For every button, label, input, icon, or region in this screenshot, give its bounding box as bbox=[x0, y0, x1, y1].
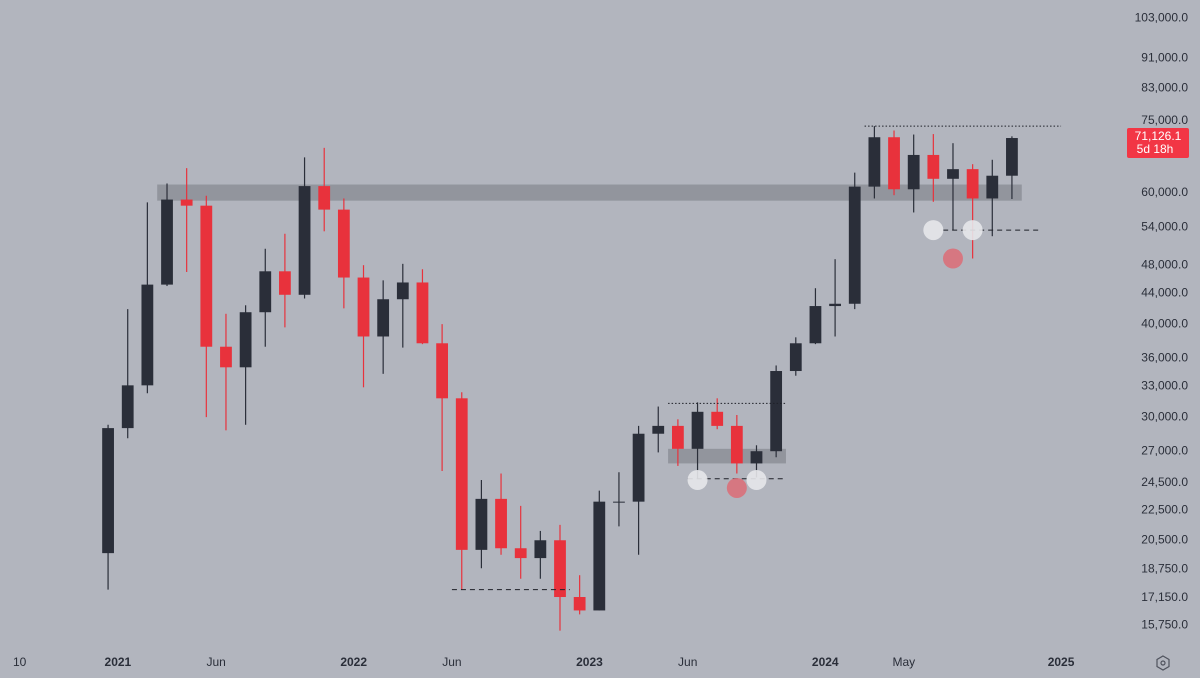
candle-body bbox=[357, 277, 370, 337]
candle-body bbox=[475, 498, 488, 550]
price-label: 71,126.1 bbox=[1135, 129, 1182, 143]
y-tick-label: 18,750.0 bbox=[1141, 561, 1188, 575]
candle-body bbox=[789, 343, 802, 372]
candle-body bbox=[770, 371, 783, 452]
candle-body bbox=[180, 199, 193, 206]
x-tick-label: Jun bbox=[442, 655, 461, 669]
candle-body bbox=[259, 271, 272, 313]
candle-body bbox=[1006, 138, 1018, 176]
candle-body bbox=[141, 284, 154, 386]
x-tick-label: 2024 bbox=[812, 655, 839, 669]
marker bbox=[746, 469, 767, 490]
y-tick-label: 20,500.0 bbox=[1141, 532, 1188, 546]
x-tick-label: 2023 bbox=[576, 655, 603, 669]
candle-body bbox=[377, 299, 390, 337]
x-tick-label: Jun bbox=[678, 655, 697, 669]
y-tick-label: 27,000.0 bbox=[1141, 443, 1188, 457]
x-tick-label: Jun bbox=[206, 655, 225, 669]
candle-body bbox=[416, 282, 429, 344]
marker bbox=[726, 477, 747, 498]
marker bbox=[942, 248, 963, 269]
candle-body bbox=[121, 385, 134, 429]
candle-body bbox=[534, 540, 547, 559]
candle-body bbox=[337, 209, 350, 278]
y-tick-label: 91,000.0 bbox=[1141, 51, 1188, 65]
y-tick-label: 17,150.0 bbox=[1141, 590, 1188, 604]
candle-body bbox=[554, 540, 566, 598]
zone bbox=[157, 184, 1022, 201]
candle-body bbox=[888, 137, 900, 190]
candle-body bbox=[613, 501, 625, 503]
zone bbox=[668, 448, 786, 464]
candle-body bbox=[573, 597, 586, 611]
candle-body bbox=[220, 346, 232, 368]
marker bbox=[687, 469, 708, 490]
candle-body bbox=[593, 501, 606, 611]
x-tick-label: 2025 bbox=[1048, 655, 1075, 669]
candle-body bbox=[396, 282, 409, 300]
candle-body bbox=[436, 343, 448, 399]
candle-body bbox=[829, 303, 841, 307]
y-tick-label: 44,000.0 bbox=[1141, 285, 1188, 299]
y-tick-label: 83,000.0 bbox=[1141, 80, 1188, 94]
candle-body bbox=[514, 548, 527, 559]
x-tick-label: 2022 bbox=[340, 655, 367, 669]
x-tick-label: 2021 bbox=[105, 655, 132, 669]
candle-body bbox=[161, 199, 173, 285]
candle-body bbox=[102, 428, 114, 554]
y-tick-label: 60,000.0 bbox=[1141, 185, 1188, 199]
candle-body bbox=[966, 169, 979, 199]
candle-body bbox=[672, 425, 684, 449]
y-tick-label: 36,000.0 bbox=[1141, 350, 1188, 364]
y-tick-label: 40,000.0 bbox=[1141, 316, 1188, 330]
candle-body bbox=[632, 433, 645, 502]
candle-body bbox=[495, 498, 507, 549]
candle-body bbox=[652, 425, 665, 434]
y-tick-label: 24,500.0 bbox=[1141, 475, 1188, 489]
candle-body bbox=[455, 398, 468, 550]
axes: 103,000.0 91,000.0 83,000.0 75,000.0 60,000.… bbox=[13, 10, 1189, 669]
candle-body bbox=[318, 186, 331, 210]
y-tick-label: 15,750.0 bbox=[1141, 618, 1188, 632]
candle-body bbox=[691, 411, 704, 449]
y-tick-label: 30,000.0 bbox=[1141, 409, 1188, 423]
candle-body bbox=[239, 312, 252, 368]
candle-body bbox=[868, 137, 881, 187]
candle-body bbox=[279, 271, 291, 295]
settings-icon[interactable] bbox=[1156, 655, 1170, 671]
y-tick-label: 22,500.0 bbox=[1141, 502, 1188, 516]
candle-body bbox=[730, 425, 743, 464]
y-tick-label: 48,000.0 bbox=[1141, 257, 1188, 271]
candle-body bbox=[809, 306, 822, 344]
candle-body bbox=[750, 451, 763, 464]
candles bbox=[102, 126, 1018, 631]
y-tick-label: 103,000.0 bbox=[1135, 10, 1189, 24]
y-tick-label: 54,000.0 bbox=[1141, 219, 1188, 233]
candle-body bbox=[986, 175, 999, 199]
candle-body bbox=[947, 169, 959, 179]
countdown-label: 5d 18h bbox=[1137, 142, 1174, 156]
x-tick-label: May bbox=[893, 655, 916, 669]
y-tick-label: 75,000.0 bbox=[1141, 113, 1188, 127]
x-tick-label: 10 bbox=[13, 655, 27, 669]
price-box bbox=[1127, 128, 1189, 159]
candle-body bbox=[200, 205, 213, 347]
marker bbox=[962, 220, 983, 241]
candle-body bbox=[711, 411, 724, 426]
candle-body bbox=[848, 186, 861, 304]
marker bbox=[923, 220, 944, 241]
y-tick-label: 33,000.0 bbox=[1141, 379, 1188, 393]
settings-icon-dot bbox=[1160, 660, 1166, 666]
candle-body bbox=[298, 186, 311, 295]
candle-body bbox=[927, 154, 940, 179]
drawings bbox=[451, 125, 1062, 591]
candle-body bbox=[907, 154, 920, 190]
